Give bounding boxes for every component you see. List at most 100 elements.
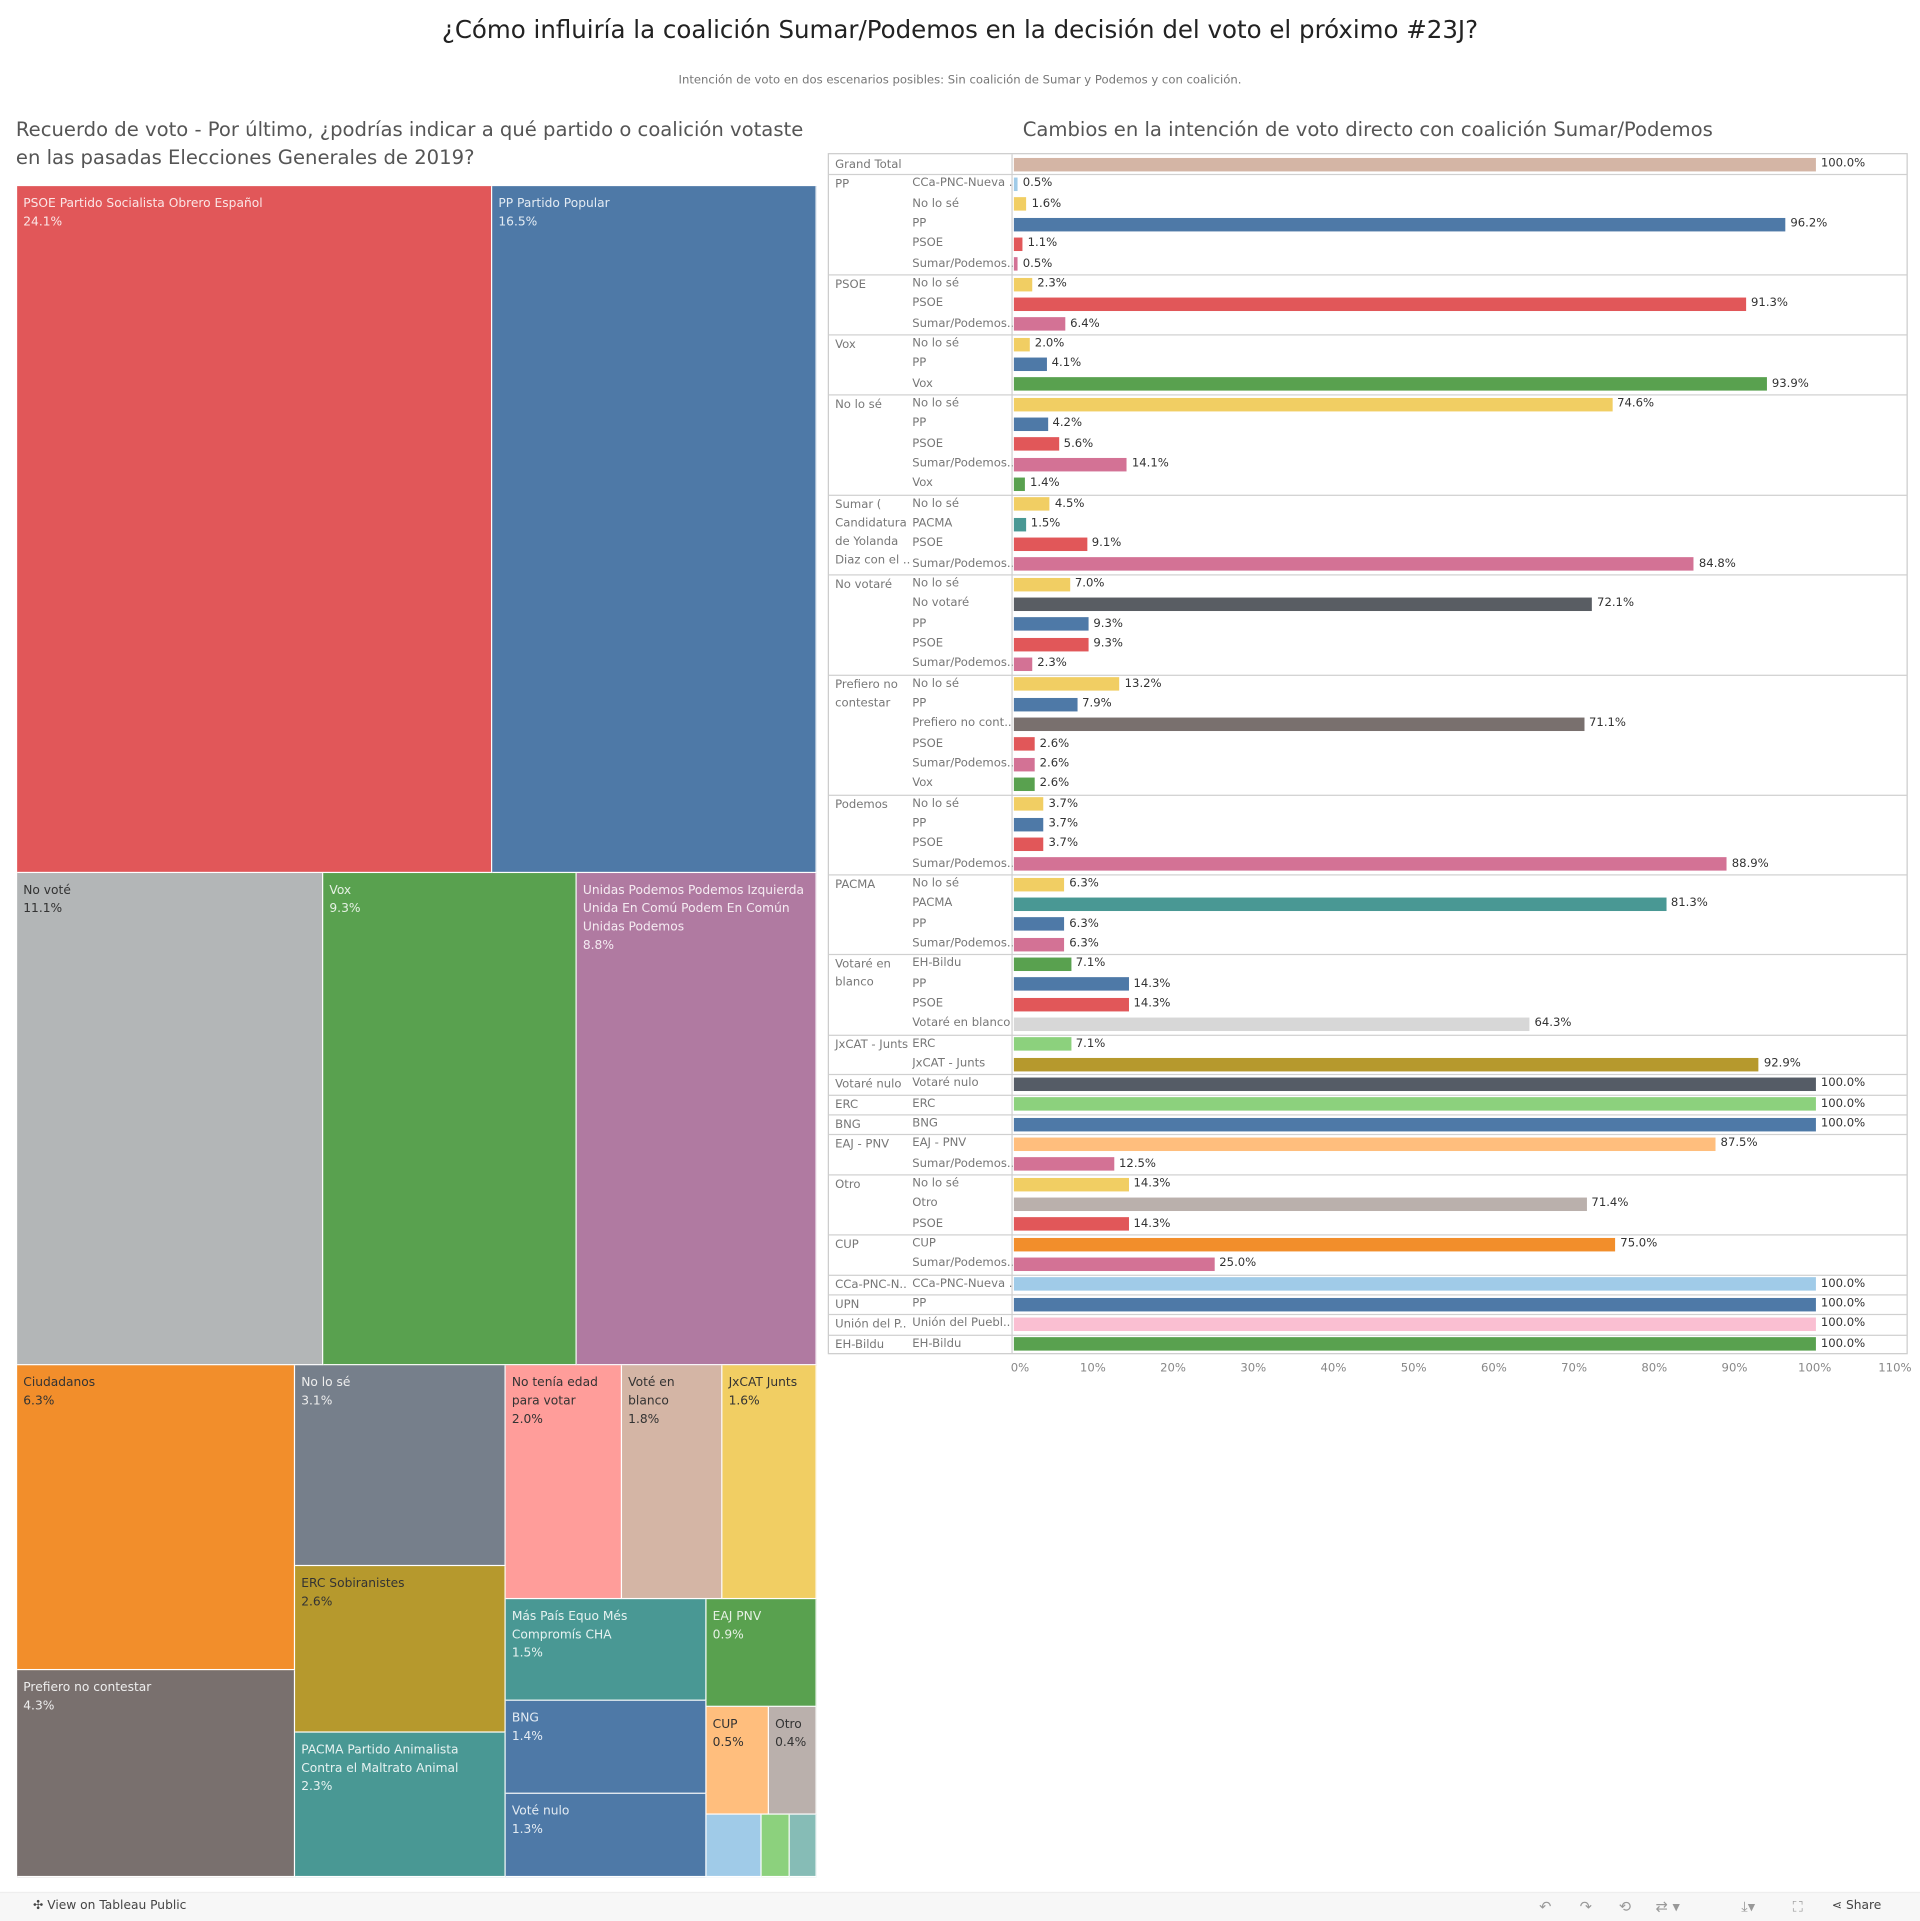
bar[interactable] <box>1013 177 1018 191</box>
bar[interactable] <box>1013 497 1050 511</box>
bar[interactable] <box>1013 1217 1129 1231</box>
bar[interactable] <box>1013 737 1035 751</box>
treemap-tile[interactable]: Más País Equo Més Compromís CHA 1.5% <box>505 1599 707 1701</box>
bar[interactable] <box>1013 397 1613 411</box>
refresh-icon[interactable]: ⇄ ▾ <box>1655 1897 1680 1916</box>
bar[interactable] <box>1013 657 1033 671</box>
bar-value-label: 100.0% <box>1820 1276 1866 1291</box>
bar[interactable] <box>1013 1017 1530 1031</box>
bar[interactable] <box>1013 777 1035 791</box>
treemap-tile[interactable]: CUP 0.5% <box>706 1706 769 1815</box>
bar[interactable] <box>1013 857 1727 871</box>
tile-label: No tenía edad para votar <box>511 1376 598 1409</box>
bar-value-label: 6.4% <box>1070 316 1100 331</box>
treemap-tile[interactable]: No lo sé 3.1% <box>295 1365 506 1567</box>
bar[interactable] <box>1013 317 1066 331</box>
bar[interactable] <box>1013 717 1585 731</box>
bar[interactable] <box>1013 937 1065 951</box>
bar[interactable] <box>1013 217 1786 231</box>
treemap-tile[interactable]: Voté en blanco 1.8% <box>622 1365 723 1600</box>
treemap-tile[interactable]: BNG 1.4% <box>505 1700 707 1794</box>
bar[interactable] <box>1013 537 1087 551</box>
treemap-tile[interactable]: Vox 9.3% <box>323 873 577 1366</box>
download-icon[interactable]: ⤓▾ <box>1741 1897 1756 1916</box>
treemap-tile[interactable]: Otro 0.4% <box>768 1706 817 1815</box>
bar[interactable] <box>1013 1317 1816 1331</box>
bar[interactable] <box>1013 837 1044 851</box>
bar[interactable] <box>1013 1057 1759 1071</box>
bar[interactable] <box>1013 157 1816 171</box>
treemap-tile[interactable]: Ciudadanos 6.3% <box>17 1365 296 1671</box>
bar[interactable] <box>1013 357 1047 371</box>
treemap-tile[interactable]: EAJ PNV 0.9% <box>706 1599 817 1707</box>
bar[interactable] <box>1013 237 1023 251</box>
group-divider <box>828 1114 1907 1116</box>
bar[interactable] <box>1013 1077 1816 1091</box>
treemap-tile[interactable]: No voté 11.1% <box>17 873 324 1366</box>
bar[interactable] <box>1013 337 1030 351</box>
bar[interactable] <box>1013 257 1018 271</box>
group-divider <box>828 494 1907 496</box>
treemap-tile[interactable]: PP Partido Popular 16.5% <box>492 186 817 874</box>
bar[interactable] <box>1013 1117 1816 1131</box>
bar[interactable] <box>1013 957 1071 971</box>
bar[interactable] <box>1013 277 1033 291</box>
bar[interactable] <box>1013 377 1767 391</box>
bar[interactable] <box>1013 757 1035 771</box>
row-label: PP <box>912 976 927 991</box>
bar[interactable] <box>1013 997 1129 1011</box>
treemap-tile[interactable]: No tenía edad para votar 2.0% <box>505 1365 623 1600</box>
bar[interactable] <box>1013 1037 1071 1051</box>
bar-value-label: 2.3% <box>1037 656 1067 671</box>
bar[interactable] <box>1013 1137 1716 1151</box>
bar[interactable] <box>1013 197 1027 211</box>
undo-icon[interactable]: ↶ <box>1539 1897 1552 1916</box>
bar[interactable] <box>1013 1297 1816 1311</box>
bar[interactable] <box>1013 877 1065 891</box>
bar[interactable] <box>1013 1097 1816 1111</box>
bar[interactable] <box>1013 1337 1816 1351</box>
revert-icon[interactable]: ⟲ <box>1618 1897 1632 1916</box>
bar[interactable] <box>1013 1237 1616 1251</box>
bar[interactable] <box>1013 477 1026 491</box>
bar[interactable] <box>1013 577 1071 591</box>
treemap-tile[interactable]: PACMA Partido Animalista Contra el Maltr… <box>295 1732 506 1878</box>
group-label: JxCAT - Junts <box>835 1037 909 1052</box>
treemap-tile[interactable]: Unidas Podemos Podemos Izquierda Unida E… <box>576 873 817 1366</box>
bar[interactable] <box>1013 797 1044 811</box>
fullscreen-icon[interactable]: ⛶ <box>1792 1897 1803 1916</box>
bar[interactable] <box>1013 1197 1587 1211</box>
treemap-tile[interactable] <box>706 1814 762 1878</box>
view-on-tableau-link[interactable]: ✣ View on Tableau Public <box>33 1899 187 1913</box>
bar[interactable] <box>1013 637 1089 651</box>
bar[interactable] <box>1013 897 1666 911</box>
bar[interactable] <box>1013 437 1059 451</box>
bar[interactable] <box>1013 617 1089 631</box>
treemap-tile[interactable]: Prefiero no contestar 4.3% <box>17 1670 296 1878</box>
treemap-tile[interactable]: Voté nulo 1.3% <box>505 1793 707 1878</box>
bar[interactable] <box>1013 1257 1215 1271</box>
bar[interactable] <box>1013 297 1747 311</box>
treemap-tile[interactable] <box>761 1814 790 1878</box>
bar[interactable] <box>1013 917 1065 931</box>
row-header-divider <box>1011 154 1013 1354</box>
treemap-tile[interactable]: ERC Sobiranistes 2.6% <box>295 1566 506 1733</box>
redo-icon[interactable]: ↷ <box>1579 1897 1592 1916</box>
bar[interactable] <box>1013 557 1695 571</box>
treemap-tile[interactable] <box>789 1814 817 1878</box>
share-button[interactable]: ⋖ Share <box>1831 1899 1882 1913</box>
bar[interactable] <box>1013 517 1026 531</box>
bar[interactable] <box>1013 1157 1115 1171</box>
treemap-tile[interactable]: PSOE Partido Socialista Obrero Español 24… <box>17 186 493 874</box>
bar[interactable] <box>1013 417 1048 431</box>
row-label: Sumar/Podemos.. <box>912 1156 1013 1171</box>
bar[interactable] <box>1013 817 1044 831</box>
bar[interactable] <box>1013 677 1120 691</box>
bar[interactable] <box>1013 1177 1129 1191</box>
treemap-tile[interactable]: JxCAT Junts 1.6% <box>722 1365 817 1600</box>
bar[interactable] <box>1013 977 1129 991</box>
bar[interactable] <box>1013 457 1127 471</box>
bar[interactable] <box>1013 597 1593 611</box>
bar[interactable] <box>1013 1277 1816 1291</box>
bar[interactable] <box>1013 697 1078 711</box>
